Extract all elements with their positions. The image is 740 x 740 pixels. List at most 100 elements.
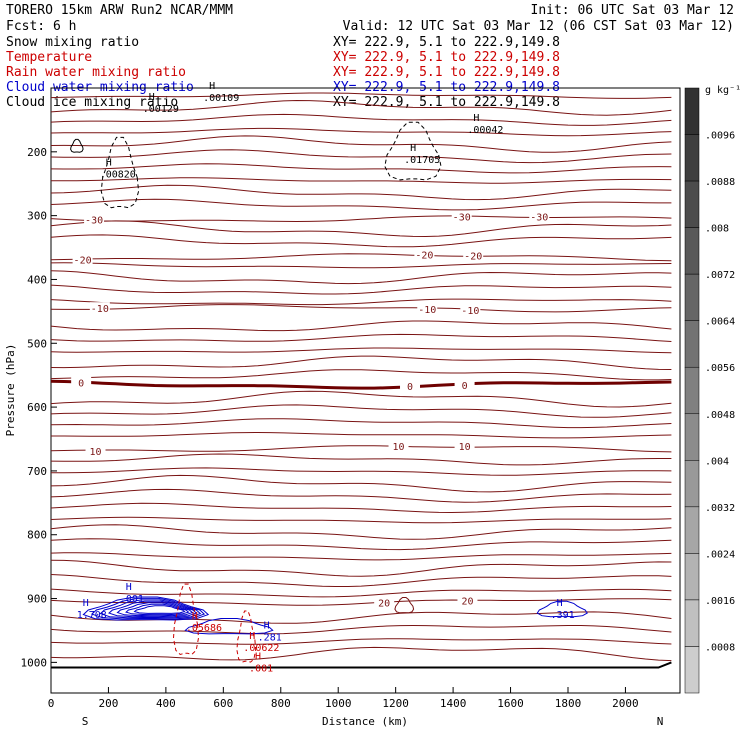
plot-frame — [50, 87, 681, 694]
colorbar-tick-label: .0072 — [705, 270, 735, 281]
maximum-value: .001 — [120, 594, 144, 605]
colorbar-swatch — [684, 273, 700, 321]
legend-field-xy: XY= 222.9, 5.1 to 222.9,149.8 — [333, 65, 560, 80]
isotherm-line — [50, 113, 672, 126]
maximum-marker: H — [106, 158, 112, 169]
forecast-hour: Fcst: 6 h — [6, 19, 76, 34]
isotherm-label: -10 — [418, 305, 436, 316]
isotherm-line — [50, 135, 672, 153]
colorbar-tick-label: .0024 — [705, 549, 735, 560]
cloud-water-contour — [133, 605, 186, 614]
colorbar-swatch — [684, 413, 700, 461]
isotherm-line — [50, 588, 672, 598]
isotherm-line — [51, 431, 672, 439]
isotherm-line — [50, 474, 672, 493]
y-axis-label: Pressure (hPa) — [4, 344, 17, 437]
y-tick-label: 200 — [27, 146, 47, 159]
colorbar-tick-label: .0032 — [705, 503, 735, 514]
isotherm-line — [50, 453, 672, 466]
isotherm-line — [50, 369, 672, 381]
isotherm-line — [50, 488, 672, 503]
y-tick-label: 1000 — [21, 656, 48, 669]
isotherm-line — [50, 646, 672, 662]
isotherm-label-bg — [457, 594, 478, 606]
right-endpoint-label: N — [657, 715, 664, 728]
maximum-value: .00820 — [100, 170, 136, 181]
isotherm-line — [50, 355, 672, 370]
isotherm-line — [50, 270, 672, 285]
x-tick-label: 400 — [156, 697, 176, 710]
isotherm-label-bg — [85, 444, 106, 456]
isotherm-label-bg — [417, 302, 438, 314]
isotherm-line — [50, 99, 672, 116]
isotherm-line — [50, 390, 672, 408]
isotherm-labeled-line — [50, 253, 672, 262]
cloud-water-contour — [536, 600, 588, 618]
colorbar: .0096 .0088 .008 .0072 .0064 .0056 .0048 .004 .0… — [684, 87, 735, 694]
isotherm-label: -30 — [85, 216, 103, 227]
isotherm-line — [50, 127, 672, 137]
maximum-marker: H — [209, 81, 215, 92]
init-time: Init: 06 UTC Sat 03 Mar 12 — [531, 3, 735, 18]
maximum-value: .05686 — [186, 623, 222, 634]
maximum-value: .281 — [258, 632, 282, 643]
maximum-value: .01705 — [404, 155, 440, 166]
x-tick-label: 0 — [48, 697, 55, 710]
colorbar-tick-label: .0056 — [705, 363, 735, 374]
maximum-marker: H — [83, 598, 89, 609]
maximum-marker: H — [126, 582, 132, 593]
isotherm-line — [50, 524, 672, 540]
maximum-marker: H — [264, 620, 270, 631]
colorbar-swatch — [684, 320, 700, 368]
isotherm-label: -20 — [464, 251, 482, 262]
isotherm-line — [51, 467, 672, 476]
legend-field-xy: XY= 222.9, 5.1 to 222.9,149.8 — [333, 35, 560, 50]
isotherm-label: 0 — [407, 382, 413, 393]
isotherm-label-bg — [89, 302, 110, 314]
microphysics-contours — [51, 121, 672, 669]
y-tick-label: 700 — [27, 465, 47, 478]
isotherm-line — [50, 262, 672, 269]
isotherm-label-bg — [400, 380, 421, 392]
temperature-contours: -30 -30 -30 -20 -20 -20 -10 -10 -10 0 0 0 10 10 10 20 20 — [50, 92, 672, 662]
terrain-line — [51, 661, 672, 669]
x-tick-label: 800 — [271, 697, 291, 710]
isotherm-label: -20 — [415, 251, 433, 262]
model-title: TORERO 15km ARW Run2 NCAR/MMM — [6, 3, 233, 18]
isotherm-labeled-line — [50, 379, 672, 390]
isotherm-label: 0 — [78, 379, 84, 390]
colorbar-tick-label: .0008 — [705, 642, 735, 653]
y-tick-label: 900 — [27, 593, 47, 606]
colorbar-swatch — [684, 599, 700, 647]
snow-contour — [384, 121, 442, 181]
colorbar-swatch — [684, 460, 700, 508]
isotherm-line — [50, 347, 672, 354]
isotherm-line — [50, 333, 672, 342]
x-tick-label: 1800 — [555, 697, 582, 710]
maxima-labels: H.00820H.01705H.00042H.00109H.00129H1.70… — [77, 81, 575, 675]
isotherm-line — [50, 298, 672, 306]
isotherm-labeled-line — [50, 215, 672, 223]
x-tick-label: 2000 — [612, 697, 639, 710]
isotherm-label: -20 — [74, 256, 92, 267]
snow-contour — [100, 136, 140, 209]
colorbar-swatch — [684, 227, 700, 275]
cloud-water-contour — [82, 596, 210, 621]
x-tick-label: 600 — [213, 697, 233, 710]
maximum-value: .00622 — [243, 643, 279, 654]
isotherm-labeled-line — [50, 304, 672, 313]
isotherm-line — [50, 320, 672, 332]
isotherm-line — [50, 92, 672, 99]
isotherm-label-bg — [374, 596, 395, 608]
isotherm-line — [50, 502, 672, 514]
colorbar-tick-label: .0048 — [705, 410, 735, 421]
legend-field-name: Cloud ice mixing ratio — [6, 95, 178, 110]
isotherm-line — [50, 234, 672, 248]
isotherm-label-bg — [529, 210, 550, 222]
maximum-marker: H — [473, 113, 479, 124]
x-tick-label: 1600 — [497, 697, 524, 710]
isotherm-line — [50, 516, 672, 524]
isotherm-label-bg — [454, 378, 475, 390]
maximum-value: 1.708 — [77, 610, 107, 621]
x-tick-label: 1400 — [440, 697, 467, 710]
